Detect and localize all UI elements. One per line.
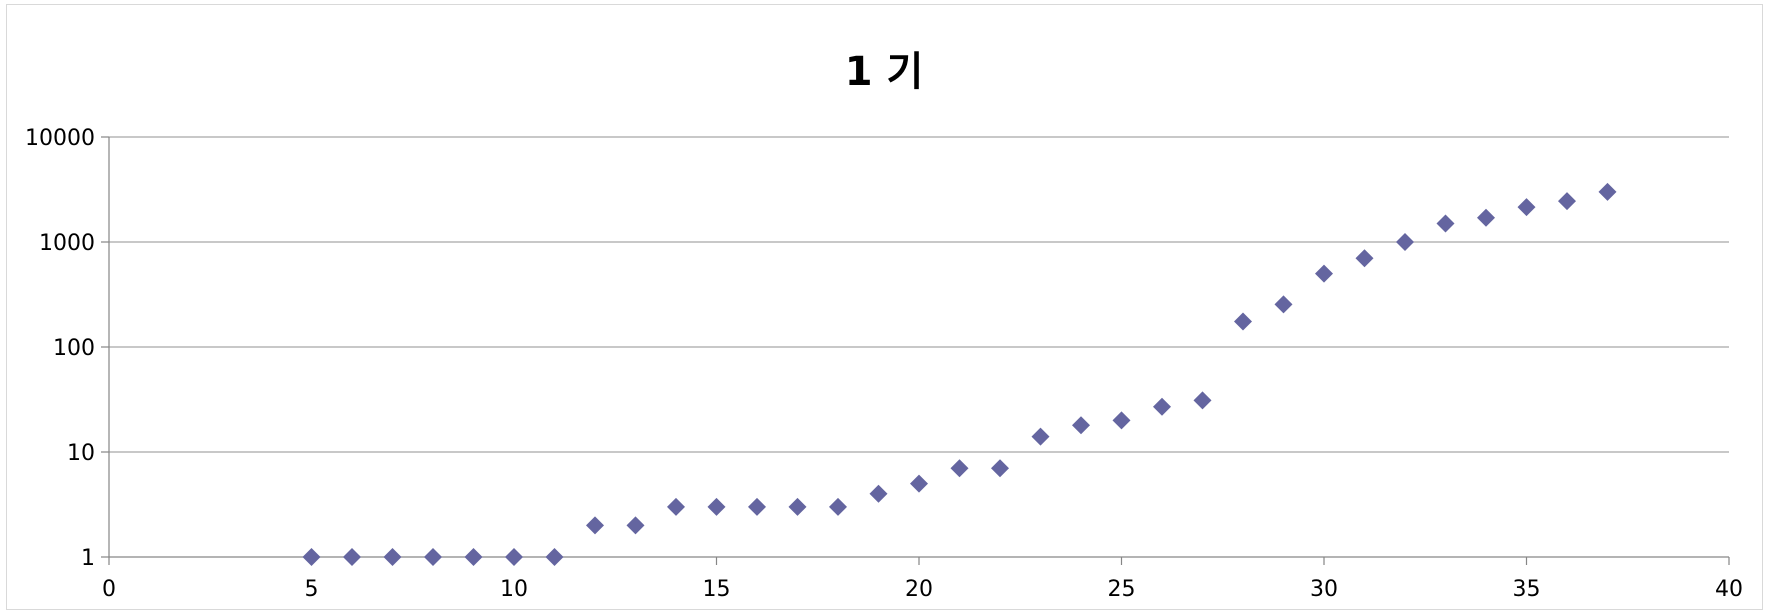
data-point	[748, 497, 766, 516]
x-tick-labels: 0 5 10 15 20 25 30 35 40	[102, 577, 1743, 602]
data-points	[302, 182, 1617, 566]
data-point	[829, 497, 847, 516]
x-tick-label: 5	[305, 577, 319, 602]
data-point	[1355, 249, 1374, 268]
data-point	[1234, 312, 1252, 331]
data-point	[1315, 264, 1333, 283]
data-point	[586, 516, 604, 535]
data-point	[991, 459, 1009, 478]
x-tick-label: 15	[703, 577, 731, 602]
data-point	[1517, 198, 1536, 217]
y-tick-label: 1000	[39, 231, 95, 256]
data-point	[1031, 427, 1050, 446]
data-point	[667, 497, 685, 516]
axes	[101, 136, 1730, 565]
data-point	[343, 548, 361, 566]
x-tick-label: 20	[905, 577, 933, 602]
data-point	[626, 516, 645, 535]
data-point	[424, 548, 442, 566]
data-point	[1558, 192, 1576, 211]
x-tick-label: 40	[1715, 577, 1743, 602]
data-point	[788, 497, 807, 516]
data-point	[950, 459, 969, 478]
data-point	[1112, 411, 1131, 430]
y-tick-label: 100	[53, 336, 95, 361]
data-point	[464, 548, 483, 566]
x-tick-label: 10	[500, 577, 528, 602]
data-point	[1153, 397, 1171, 416]
chart-frame	[6, 4, 1763, 610]
data-point	[869, 484, 888, 503]
data-point	[545, 548, 564, 566]
data-point	[910, 474, 928, 493]
y-tick-label: 10	[67, 441, 95, 466]
x-tick-label: 30	[1310, 577, 1338, 602]
data-point	[302, 548, 321, 566]
data-point	[1598, 182, 1617, 201]
gridlines	[109, 136, 1729, 453]
data-point	[1274, 295, 1293, 314]
data-point	[1396, 233, 1414, 251]
data-point	[1072, 416, 1090, 435]
data-point	[505, 548, 523, 566]
y-tick-labels: 1 10 100 1000 10000	[25, 126, 95, 571]
chart-title: 1 기	[845, 49, 924, 95]
data-point	[1193, 391, 1212, 410]
x-tick-label: 35	[1513, 577, 1541, 602]
data-point	[1477, 208, 1495, 227]
data-point	[707, 497, 726, 516]
y-tick-label: 1	[81, 546, 95, 571]
x-tick-label: 25	[1108, 577, 1136, 602]
data-point	[383, 548, 402, 566]
y-tick-label: 10000	[25, 126, 95, 151]
x-tick-label: 0	[102, 577, 116, 602]
data-point	[1436, 214, 1455, 233]
